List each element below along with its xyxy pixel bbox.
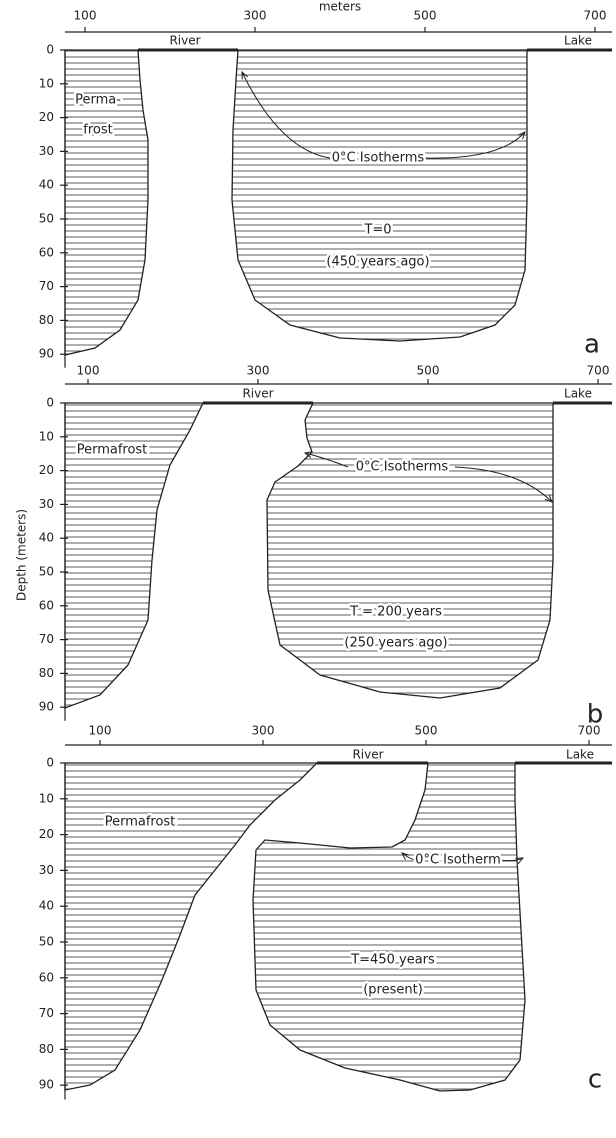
- y-tick-label: 20: [39, 827, 54, 841]
- x-tick-label: 300: [247, 364, 270, 378]
- x-tick-label: 300: [244, 9, 267, 23]
- lake-label: Lake: [566, 748, 594, 762]
- y-tick-label: 80: [39, 313, 54, 327]
- y-tick-label: 90: [39, 347, 54, 361]
- y-tick-label: 0: [46, 396, 54, 410]
- permafrost-label: Perma-: [75, 93, 121, 108]
- y-tick-label: 50: [39, 565, 54, 579]
- y-tick-label: 10: [39, 791, 54, 805]
- x-tick-label: 700: [578, 724, 601, 738]
- x-axis-title: meters: [319, 0, 361, 14]
- y-tick-label: 90: [39, 700, 54, 714]
- arrow: [305, 453, 349, 468]
- y-tick-label: 60: [39, 245, 54, 259]
- y-tick-label: 30: [39, 144, 54, 158]
- when-label: (present): [363, 983, 423, 998]
- permafrost-label: frost: [83, 123, 112, 138]
- y-tick-label: 60: [39, 598, 54, 612]
- y-tick-label: 40: [39, 899, 54, 913]
- y-tick-label: 40: [39, 531, 54, 545]
- x-tick-label: 500: [414, 9, 437, 23]
- x-tick-label: 100: [74, 9, 97, 23]
- panel-letter: b: [587, 700, 604, 730]
- y-tick-label: 30: [39, 863, 54, 877]
- x-tick-label: 700: [584, 9, 607, 23]
- arrow: [454, 466, 552, 502]
- arrow: [402, 853, 416, 861]
- lake-label: Lake: [564, 387, 592, 401]
- permafrost-label: Permafrost: [77, 443, 148, 458]
- y-tick-label: 30: [39, 497, 54, 511]
- panel-letter: c: [588, 1065, 602, 1095]
- y-tick-label: 20: [39, 463, 54, 477]
- x-tick-label: 100: [77, 364, 100, 378]
- x-tick-label: 500: [415, 724, 438, 738]
- y-tick-label: 70: [39, 1006, 54, 1020]
- time-label: T=0: [363, 223, 391, 238]
- y-tick-label: 60: [39, 970, 54, 984]
- y-tick-label: 10: [39, 76, 54, 90]
- x-tick-label: 300: [252, 724, 275, 738]
- time-label: T = 200 years: [349, 605, 442, 620]
- permafrost-region: [64, 49, 149, 356]
- y-tick-label: 0: [46, 43, 54, 57]
- y-tick-label: 0: [46, 756, 54, 770]
- when-label: (450 years ago): [326, 255, 429, 270]
- panel-letter: a: [584, 330, 600, 360]
- arrow: [499, 858, 523, 861]
- arrow: [424, 132, 525, 159]
- y-tick-label: 80: [39, 1042, 54, 1056]
- river-label: River: [352, 748, 383, 762]
- x-tick-label: 100: [89, 724, 112, 738]
- x-tick-label: 700: [587, 364, 610, 378]
- river-label: River: [242, 387, 273, 401]
- y-axis-title: Depth (meters): [15, 509, 29, 601]
- isotherm-label: 0°C Isotherms: [356, 460, 449, 475]
- y-tick-label: 40: [39, 178, 54, 192]
- permafrost-region: [64, 762, 319, 1091]
- frozen-region: [252, 762, 526, 1092]
- panel-a: River Lake Perma- frost 0°C Isotherms T=…: [64, 34, 612, 360]
- isotherm-label: 0°C Isotherm: [415, 853, 501, 868]
- when-label: (250 years ago): [344, 636, 447, 651]
- y-tick-label: 10: [39, 429, 54, 443]
- y-tick-label: 50: [39, 935, 54, 949]
- x-tick-label: 500: [417, 364, 440, 378]
- river-label: River: [169, 34, 200, 48]
- y-tick-label: 90: [39, 1078, 54, 1092]
- y-tick-label: 70: [39, 632, 54, 646]
- panel-c: River Lake Permafrost 0°C Isotherm T=450…: [64, 748, 612, 1095]
- panel-b: River Lake Permafrost 0°C Isotherms T = …: [64, 387, 612, 730]
- time-label: T=450 years: [350, 953, 435, 968]
- y-tick-label: 20: [39, 110, 54, 124]
- isotherm-label: 0°C Isotherms: [332, 151, 425, 166]
- lake-label: Lake: [564, 34, 592, 48]
- y-tick-label: 70: [39, 279, 54, 293]
- frozen-region: [231, 49, 528, 342]
- permafrost-region: [64, 402, 205, 709]
- arrow: [242, 72, 331, 159]
- permafrost-label: Permafrost: [105, 815, 176, 830]
- y-tick-label: 80: [39, 666, 54, 680]
- y-tick-label: 50: [39, 212, 54, 226]
- frozen-region: [266, 402, 554, 699]
